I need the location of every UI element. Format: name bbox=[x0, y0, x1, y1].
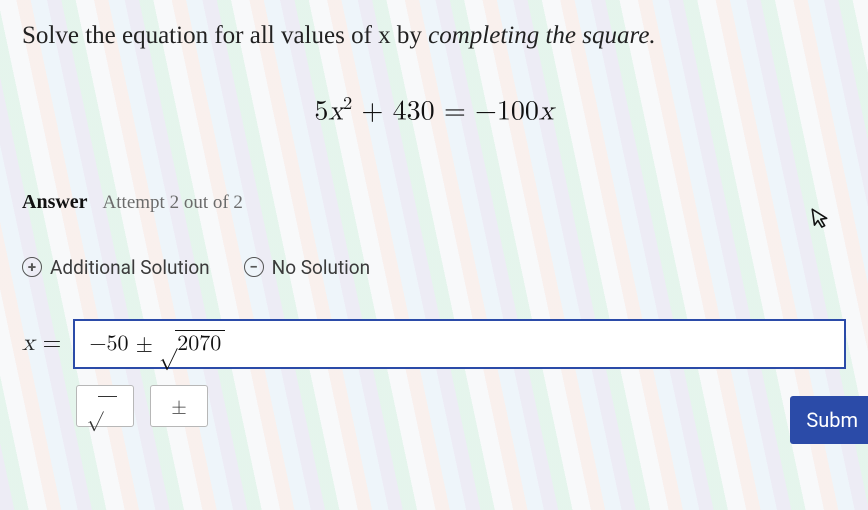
x-var: x bbox=[22, 331, 35, 355]
question-prompt: Solve the equation for all values of x b… bbox=[22, 18, 846, 54]
equation-display: 5x2 + 430 = −100x bbox=[22, 92, 846, 128]
additional-solution-label: Additional Solution bbox=[50, 256, 210, 279]
eq-lhs-var: x bbox=[328, 98, 343, 126]
no-solution-button[interactable]: − No Solution bbox=[244, 256, 370, 279]
radicand-value: 2070 bbox=[175, 330, 225, 357]
plus-minus-icon: ± bbox=[171, 394, 187, 418]
answer-header: Answer Attempt 2 out of 2 bbox=[22, 191, 846, 214]
no-solution-label: No Solution bbox=[272, 256, 370, 279]
sqrt-icon: √ bbox=[87, 394, 104, 418]
plus-circle-icon: + bbox=[22, 257, 42, 277]
equals-sign: = bbox=[35, 331, 62, 355]
prompt-italic: completing the square. bbox=[428, 22, 656, 49]
answer-input[interactable]: −50 ± √2070 bbox=[73, 319, 846, 369]
eq-lhs-coeff: 5 bbox=[314, 98, 328, 126]
minus-circle-icon: − bbox=[244, 257, 264, 277]
additional-solution-button[interactable]: + Additional Solution bbox=[22, 256, 210, 279]
plus-minus-tool-button[interactable]: ± bbox=[150, 385, 208, 427]
answer-prefix: −50 ± bbox=[89, 331, 153, 357]
math-toolbar: √ ± bbox=[76, 385, 846, 427]
eq-rhs-var: x bbox=[539, 98, 554, 126]
attempt-counter: Attempt 2 out of 2 bbox=[103, 192, 243, 213]
eq-lhs-const: + 430 bbox=[352, 98, 434, 126]
prompt-plain: Solve the equation for all values of x b… bbox=[22, 22, 428, 49]
answer-label: Answer bbox=[22, 191, 88, 213]
x-equals-label: x = bbox=[22, 329, 61, 358]
eq-equals: = bbox=[435, 98, 475, 126]
eq-rhs-coeff: −100 bbox=[475, 98, 539, 126]
sqrt-expression: √2070 bbox=[159, 330, 225, 357]
sqrt-tool-button[interactable]: √ bbox=[76, 385, 134, 427]
eq-lhs-exp: 2 bbox=[343, 94, 352, 113]
